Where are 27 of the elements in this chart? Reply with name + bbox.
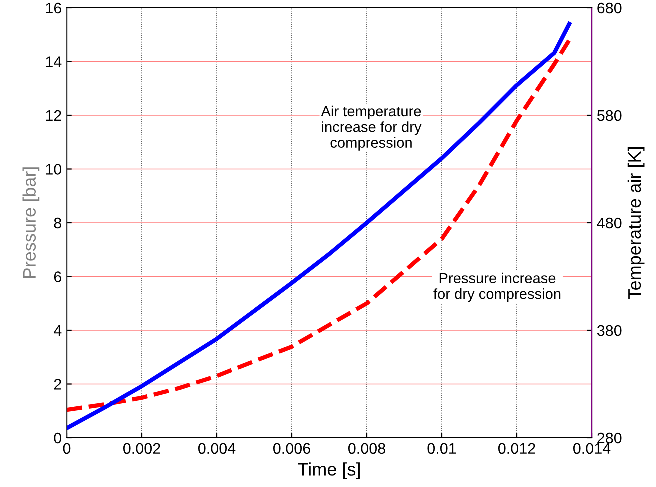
y-tick-label: 4 [54,326,62,336]
x-tick-label: 0.006 [273,443,310,454]
y2-tick-label: 280 [598,432,622,444]
x-tick-label: 0.004 [198,443,236,454]
x-tick-label: 0.008 [348,443,386,454]
y-axis-title: Pressure [bar] [22,168,40,278]
annotation: Pressure increase for dry compression [434,272,561,302]
y-tick-label: 0 [54,432,62,444]
x-tick-label: 0.002 [123,443,160,454]
y-tick-label: 12 [46,110,62,122]
x-tick-label: 0.014 [573,443,611,454]
y2-tick-label: 480 [597,218,622,229]
y-tick-label: 8 [54,218,62,229]
y-tick-label: 16 [46,2,62,14]
x-tick-label: 0 [63,443,71,454]
y2-tick-label: 680 [598,2,622,14]
x-axis-title: Time [s] [298,462,360,480]
y-tick-label: 6 [54,272,62,282]
x-tick-label: 0.012 [498,443,536,454]
y2-tick-label: 580 [597,110,622,122]
y-tick-label: 2 [54,379,62,390]
y-tick-label: 14 [46,56,62,68]
y-tick-label: 10 [46,164,62,175]
x-tick-label: 0.01 [428,443,456,454]
y2-axis-title: Temperature air [K] [628,148,645,300]
y2-tick-label: 380 [597,325,622,336]
annotation: Air temperature increase for dry compression [321,106,422,151]
